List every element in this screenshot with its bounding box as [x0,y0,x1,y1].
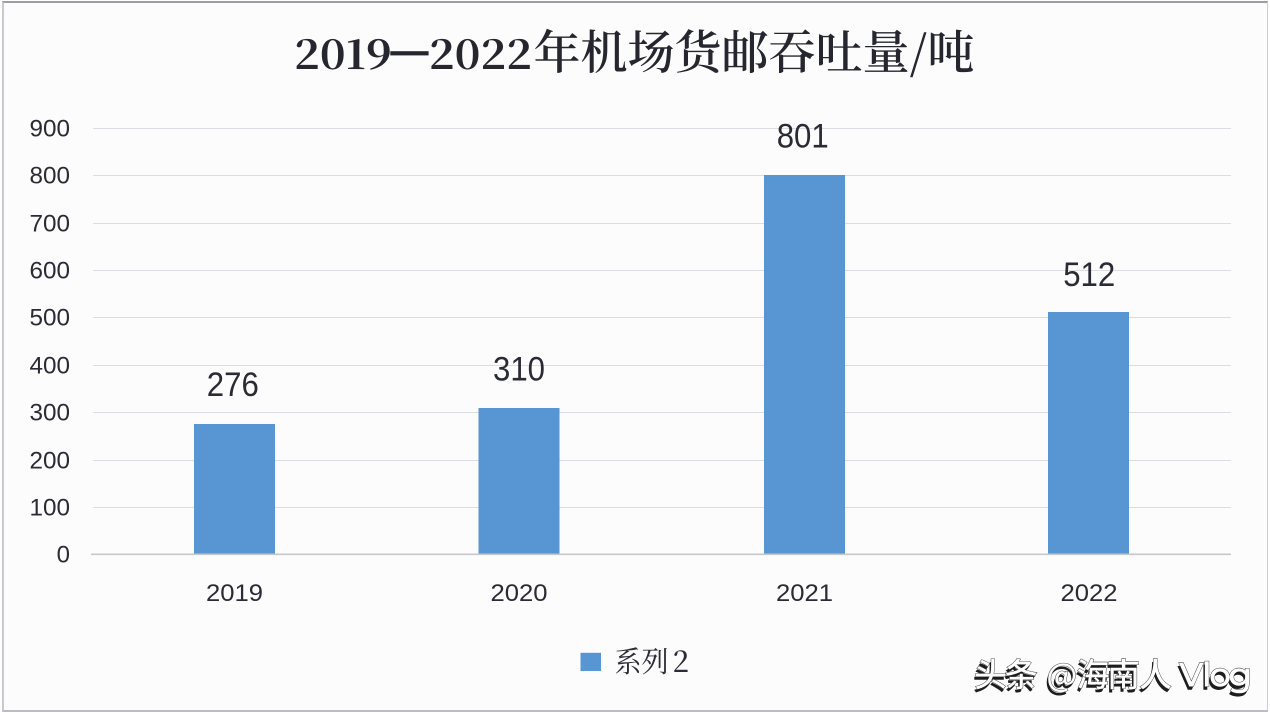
svg-text:900: 900 [30,116,71,143]
svg-text:2019: 2019 [206,580,263,607]
svg-text:100: 100 [30,495,71,522]
svg-text:2021: 2021 [776,580,833,607]
svg-text:800: 800 [30,163,71,190]
svg-text:600: 600 [30,258,71,285]
svg-text:2022: 2022 [1061,580,1118,607]
svg-text:700: 700 [30,211,71,238]
svg-text:400: 400 [30,353,71,380]
svg-text:801: 801 [777,118,829,156]
svg-text:310: 310 [493,351,545,389]
svg-text:0: 0 [57,542,70,569]
svg-text:276: 276 [207,366,259,404]
svg-text:200: 200 [30,448,71,475]
svg-text:500: 500 [30,305,71,332]
svg-text:512: 512 [1063,256,1115,294]
svg-text:300: 300 [30,400,71,427]
svg-text:2020: 2020 [491,580,548,607]
